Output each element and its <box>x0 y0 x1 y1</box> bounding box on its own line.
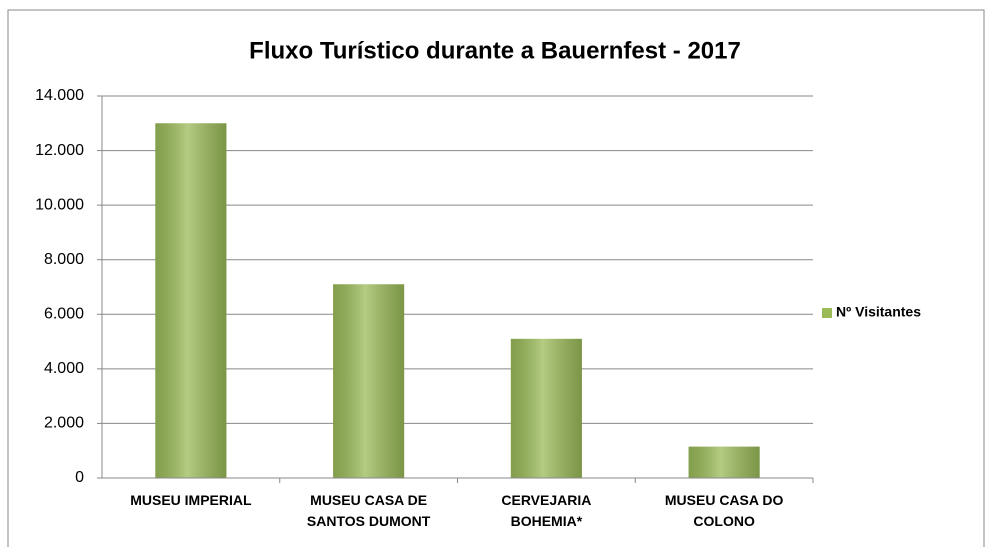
y-tick-label: 2.000 <box>44 415 84 432</box>
y-tick-label: 14.000 <box>35 87 84 104</box>
x-tick-label: MUSEU CASA DE SANTOS DUMONT <box>306 492 431 529</box>
chart-title: Fluxo Turístico durante a Bauernfest - 2… <box>249 37 741 64</box>
x-tick-label: MUSEU IMPERIAL <box>130 492 252 508</box>
bar-shade <box>510 338 582 478</box>
y-tick-label: 4.000 <box>44 360 84 377</box>
y-tick-label: 8.000 <box>44 251 84 268</box>
x-tick-label: CERVEJARIA BOHEMIA* <box>501 492 592 529</box>
frame <box>7 9 985 547</box>
bar-shade <box>688 446 760 478</box>
y-tick-label: 0 <box>75 469 84 486</box>
bar-shade <box>155 123 227 479</box>
y-tick-label: 6.000 <box>44 306 84 323</box>
bar-shade <box>333 284 405 478</box>
legend-swatch <box>822 308 832 318</box>
y-tick-label: 10.000 <box>35 196 84 213</box>
x-tick-label: MUSEU CASA DO COLONO <box>664 492 784 529</box>
legend-label: Nº Visitantes <box>836 304 921 320</box>
y-tick-label: 12.000 <box>35 142 84 159</box>
